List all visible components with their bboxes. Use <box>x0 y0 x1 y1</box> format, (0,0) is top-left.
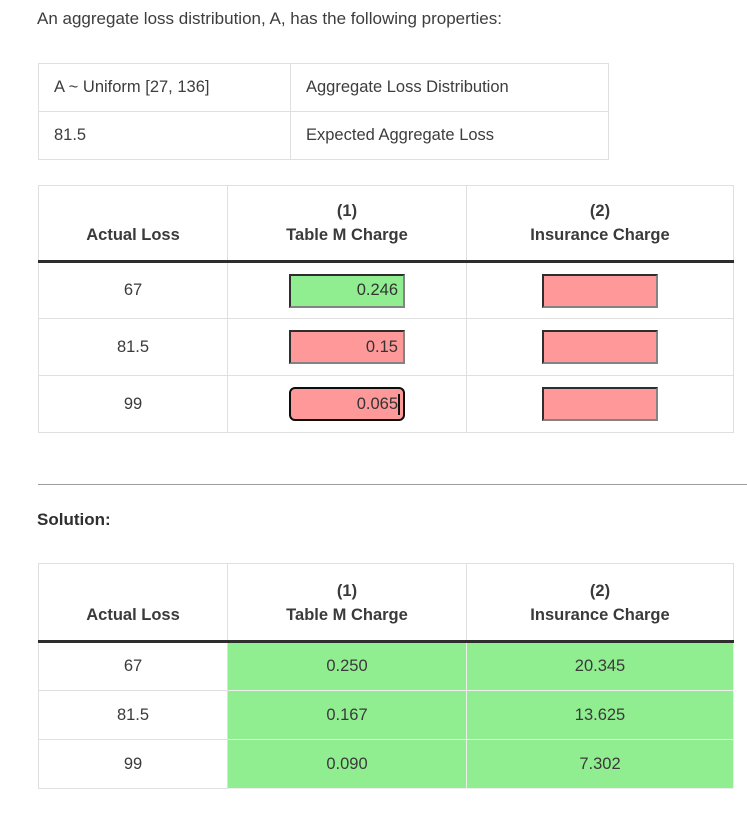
actual-loss-value: 99 <box>38 739 228 789</box>
insurance-input-row-99[interactable] <box>542 387 658 421</box>
solution-insurance-value: 13.625 <box>466 690 734 740</box>
header-col-title: Table M Charge <box>286 606 408 624</box>
header-col-title: Insurance Charge <box>530 226 670 244</box>
solution-row-81-5: 81.5 0.167 13.625 <box>38 690 734 740</box>
header-actual-loss: Actual Loss <box>38 185 228 263</box>
solution-heading: Solution: <box>37 510 111 529</box>
input-wrapper <box>542 330 658 364</box>
table-m-cell <box>227 375 467 433</box>
property-label: Aggregate Loss Distribution <box>290 63 609 112</box>
table-m-cell <box>227 318 467 376</box>
header-insurance-charge: (2) Insurance Charge <box>466 185 734 263</box>
header-col-index: (1) <box>336 202 358 220</box>
solution-table-m-value: 0.090 <box>227 739 467 789</box>
insurance-input-row-81-5[interactable] <box>542 330 658 364</box>
header-actual-loss: Actual Loss <box>38 563 228 643</box>
property-value: 81.5 <box>38 111 291 160</box>
header-insurance-charge: (2) Insurance Charge <box>466 563 734 643</box>
header-table-m-charge: (1) Table M Charge <box>227 563 467 643</box>
solution-table-m-value: 0.167 <box>227 690 467 740</box>
actual-loss-value: 67 <box>38 261 228 319</box>
actual-loss-value: 81.5 <box>38 318 228 376</box>
header-col-index: (1) <box>336 582 358 600</box>
question-table-header-row: Actual Loss (1) Table M Charge (2) Insuran… <box>38 185 734 263</box>
table-m-input-row-99-focused[interactable] <box>289 387 405 421</box>
table-m-cell <box>227 261 467 319</box>
table-m-input-row-81-5[interactable] <box>289 330 405 364</box>
question-row-81-5: 81.5 <box>38 318 734 376</box>
solution-insurance-value: 20.345 <box>466 641 734 691</box>
solution-table-m-value: 0.250 <box>227 641 467 691</box>
solution-row-99: 99 0.090 7.302 <box>38 739 734 789</box>
text-caret <box>398 394 400 415</box>
table-row: A ~ Uniform [27, 136] Aggregate Loss Dis… <box>38 63 609 112</box>
insurance-input-row-67[interactable] <box>542 273 658 308</box>
input-wrapper <box>289 330 405 364</box>
insurance-cell <box>466 318 734 376</box>
header-col-title: Table M Charge <box>286 226 408 244</box>
actual-loss-value: 67 <box>38 641 228 691</box>
insurance-cell <box>466 261 734 319</box>
header-col-index: (2) <box>589 202 611 220</box>
solution-row-67: 67 0.250 20.345 <box>38 641 734 691</box>
header-col-title: Insurance Charge <box>530 606 670 624</box>
header-col-index: (2) <box>589 582 611 600</box>
input-wrapper <box>289 387 405 421</box>
question-row-99: 99 <box>38 375 734 433</box>
property-label: Expected Aggregate Loss <box>290 111 609 160</box>
section-divider <box>38 484 747 485</box>
input-wrapper <box>542 387 658 421</box>
solution-table: Actual Loss (1) Table M Charge (2) Insuran… <box>38 563 734 789</box>
properties-table: A ~ Uniform [27, 136] Aggregate Loss Dis… <box>38 63 609 160</box>
actual-loss-value: 99 <box>38 375 228 433</box>
input-wrapper <box>289 273 405 308</box>
solution-insurance-value: 7.302 <box>466 739 734 789</box>
question-table: Actual Loss (1) Table M Charge (2) Insuran… <box>38 185 734 433</box>
intro-text: An aggregate loss distribution, A, has t… <box>37 9 502 28</box>
quiz-page: An aggregate loss distribution, A, has t… <box>0 8 747 815</box>
property-value: A ~ Uniform [27, 136] <box>38 63 291 112</box>
header-table-m-charge: (1) Table M Charge <box>227 185 467 263</box>
actual-loss-value: 81.5 <box>38 690 228 740</box>
table-row: 81.5 Expected Aggregate Loss <box>38 111 609 160</box>
solution-table-header-row: Actual Loss (1) Table M Charge (2) Insuran… <box>38 563 734 643</box>
input-wrapper <box>542 273 658 308</box>
insurance-cell <box>466 375 734 433</box>
table-m-input-row-67[interactable] <box>289 273 405 308</box>
question-row-67: 67 <box>38 261 734 319</box>
